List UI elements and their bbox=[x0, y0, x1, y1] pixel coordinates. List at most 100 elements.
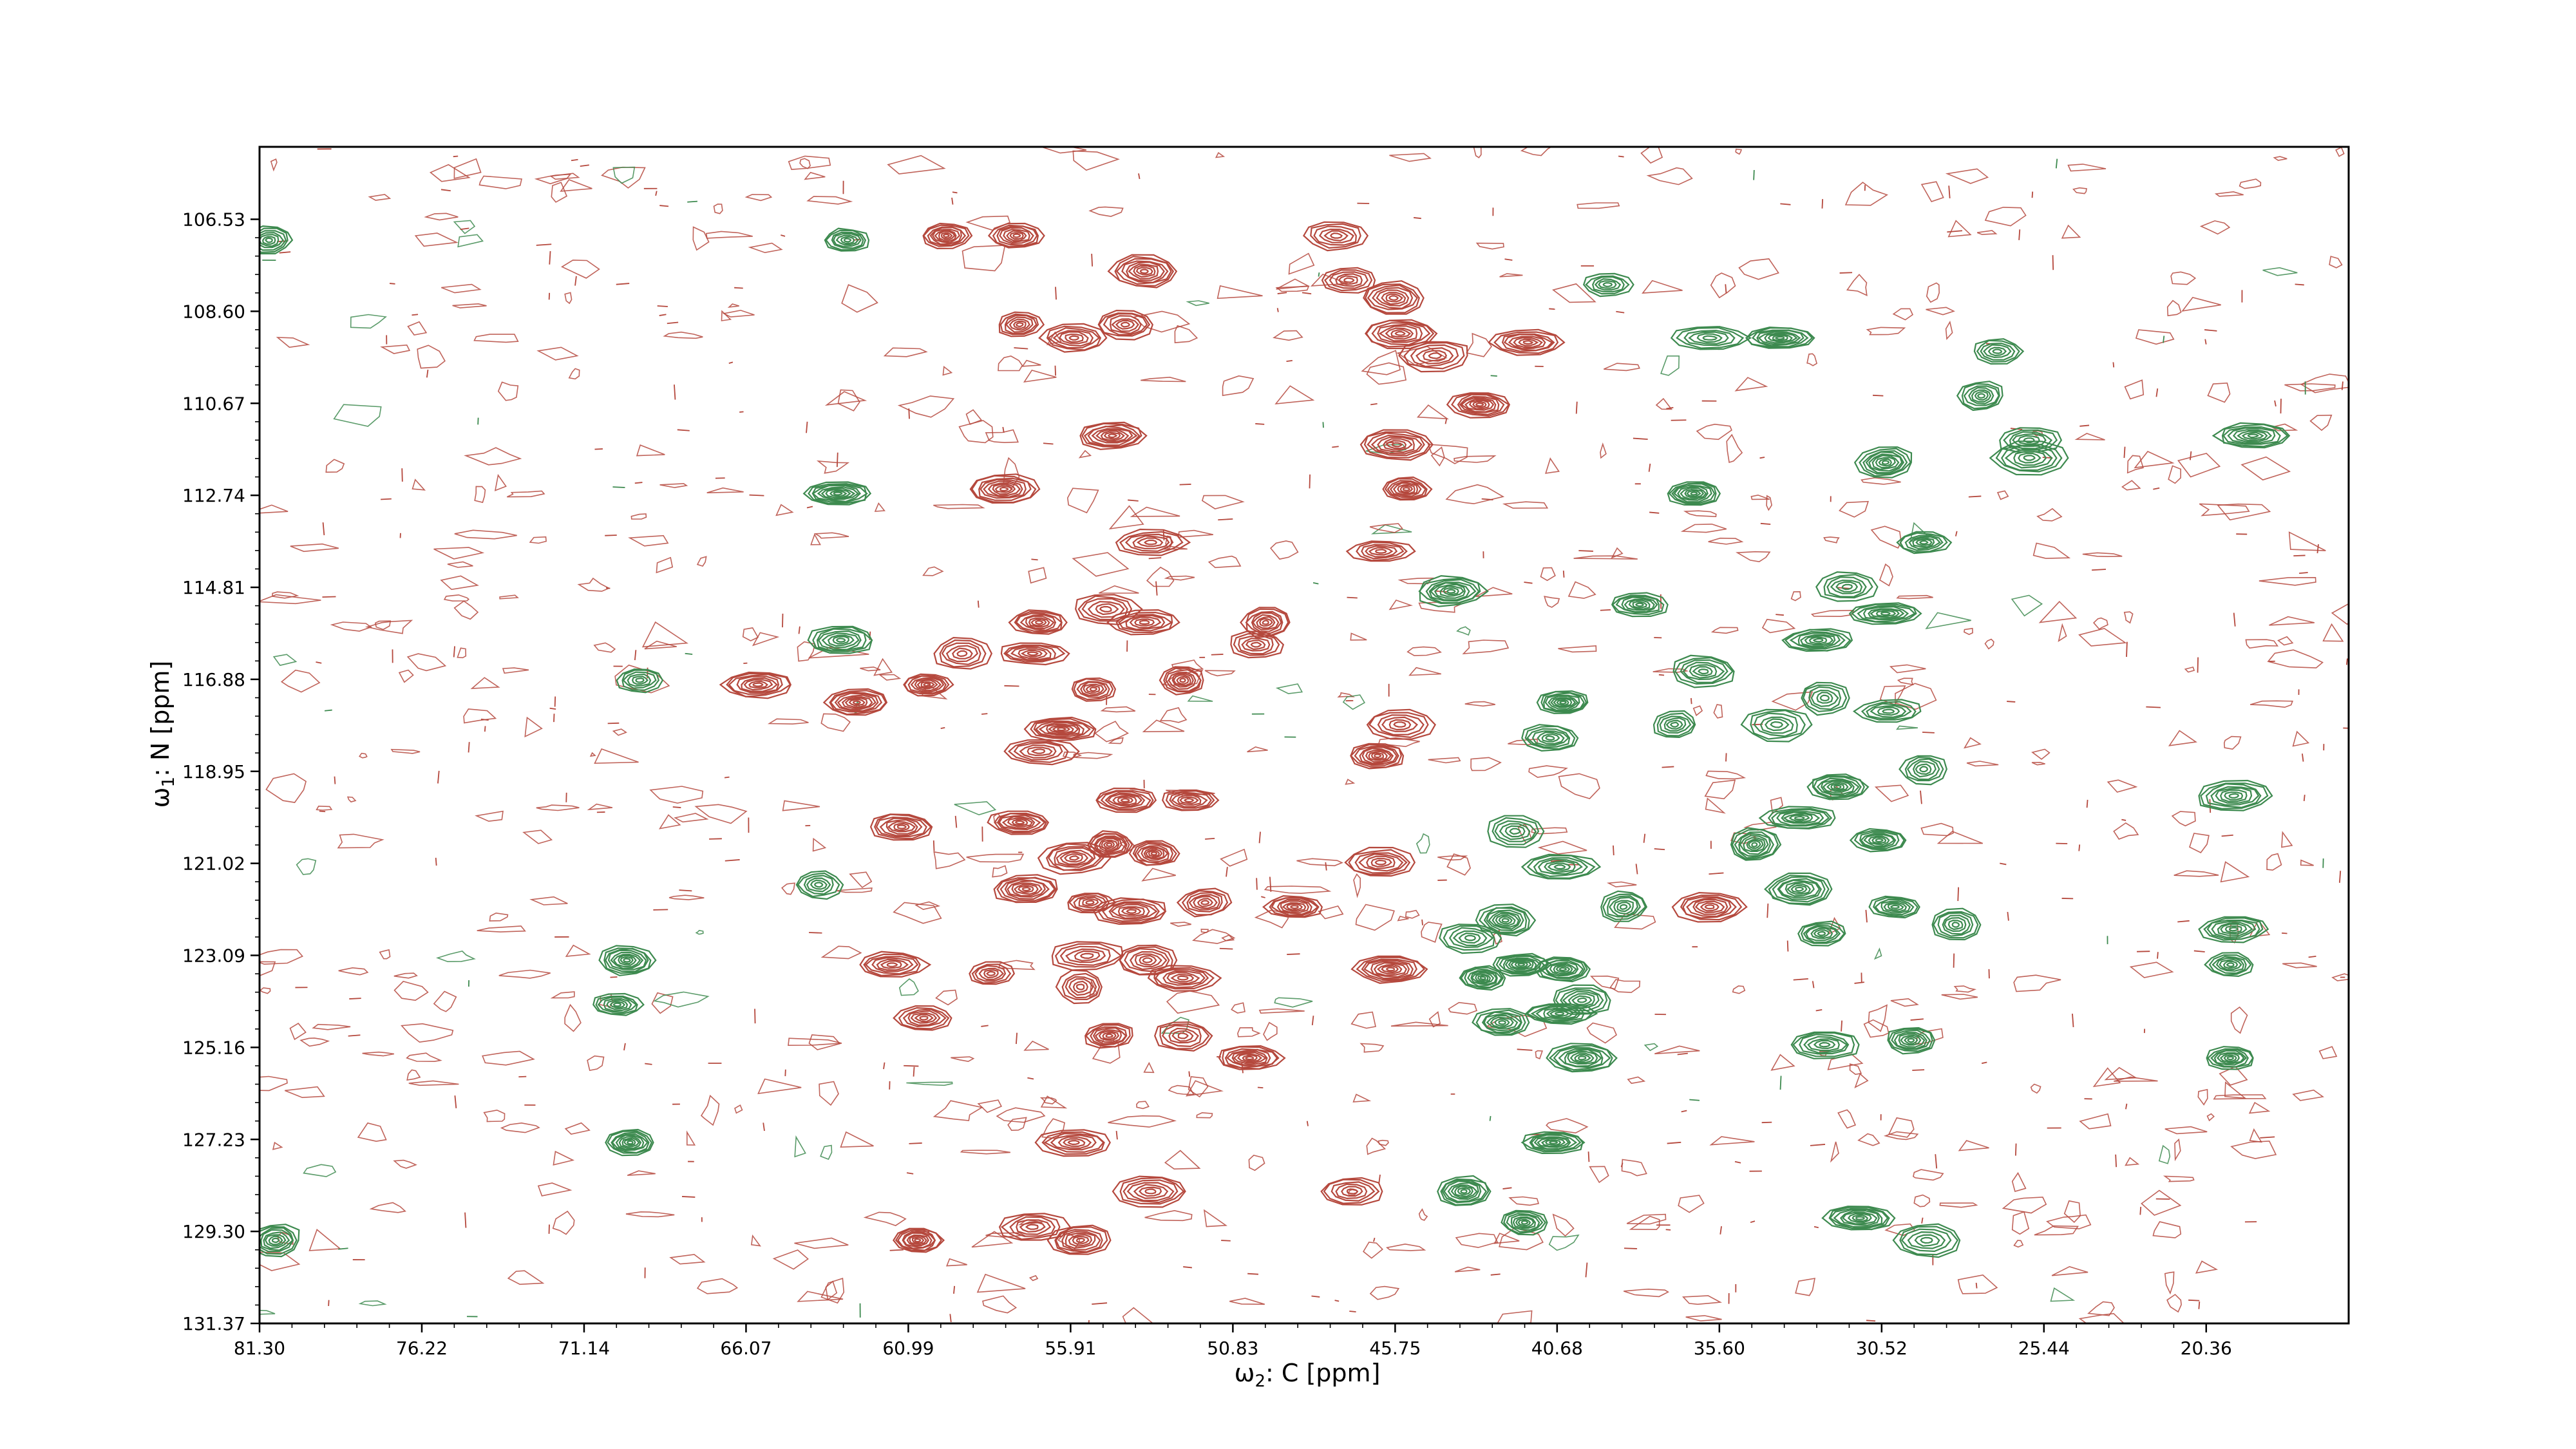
positive-noise-contour bbox=[330, 621, 372, 632]
positive-peak bbox=[1366, 708, 1436, 740]
noise-contour-dash bbox=[2204, 339, 2207, 345]
contour-ring bbox=[1101, 901, 1160, 922]
positive-noise-contour bbox=[1823, 536, 1840, 544]
positive-noise-contour bbox=[537, 1182, 573, 1197]
positive-noise-contour bbox=[1614, 913, 1656, 930]
noise-contour-dash bbox=[2233, 612, 2236, 627]
contour-ring bbox=[1028, 617, 1050, 628]
negative-noise-contour bbox=[303, 1164, 337, 1177]
contour-ring bbox=[2219, 958, 2242, 971]
positive-noise-contour bbox=[1352, 1094, 1372, 1103]
positive-noise-contour bbox=[1738, 258, 1779, 280]
positive-noise-contour bbox=[457, 647, 467, 659]
noise-contour-dash bbox=[1725, 753, 1727, 762]
contour-ring bbox=[1974, 391, 1989, 401]
contour-ring bbox=[1181, 890, 1229, 916]
positive-noise-contour bbox=[2166, 299, 2182, 317]
positive-noise-contour bbox=[841, 284, 878, 313]
positive-noise-contour bbox=[1709, 1136, 1755, 1146]
contour-ring bbox=[1238, 634, 1274, 655]
contour-ring bbox=[1323, 230, 1349, 242]
positive-noise-contour bbox=[1263, 1021, 1278, 1041]
positive-peak bbox=[859, 951, 932, 978]
noise-contour-dash bbox=[437, 770, 440, 784]
positive-noise-contour bbox=[2329, 256, 2343, 269]
contour-ring bbox=[1520, 1132, 1586, 1153]
noise-contour-dash bbox=[338, 1247, 348, 1250]
positive-noise-contour bbox=[477, 925, 526, 933]
positive-noise-contour bbox=[1849, 1063, 1862, 1075]
positive-noise-contour bbox=[1708, 537, 1744, 545]
contour-ring bbox=[1013, 742, 1063, 761]
contour-ring bbox=[844, 697, 868, 708]
contour-ring bbox=[1350, 955, 1428, 984]
noise-contour-dash bbox=[1226, 867, 1228, 877]
positive-peak bbox=[903, 673, 954, 697]
contour-ring bbox=[1078, 896, 1104, 909]
noise-contour-dash bbox=[2316, 544, 2319, 554]
positive-noise-contour bbox=[260, 1075, 288, 1092]
contour-ring bbox=[1080, 681, 1108, 697]
contour-ring bbox=[1003, 644, 1066, 663]
contour-ring bbox=[904, 675, 950, 695]
noise-contour-dash bbox=[762, 1122, 765, 1132]
positive-noise-contour bbox=[587, 1055, 605, 1072]
positive-peak bbox=[1079, 421, 1148, 450]
contour-ring bbox=[1047, 327, 1101, 349]
positive-noise-contour bbox=[2177, 453, 2221, 478]
positive-noise-contour bbox=[644, 640, 677, 650]
positive-noise-contour bbox=[2129, 961, 2174, 978]
contour-ring bbox=[1670, 326, 1752, 350]
noise-contour-dash bbox=[549, 251, 551, 265]
contour-ring bbox=[1553, 984, 1611, 1016]
contour-ring bbox=[1425, 578, 1480, 604]
contour-ring bbox=[2222, 960, 2239, 969]
noise-contour-dash bbox=[2341, 381, 2344, 390]
contour-ring bbox=[914, 1014, 934, 1023]
x-tick-label: 20.36 bbox=[2181, 1338, 2232, 1359]
negative-peak bbox=[1852, 699, 1922, 723]
contour-ring bbox=[2003, 429, 2058, 451]
positive-noise-contour bbox=[1705, 770, 1747, 780]
contour-ring bbox=[1358, 853, 1404, 872]
contour-ring bbox=[1830, 783, 1845, 791]
positive-noise-contour bbox=[1385, 1243, 1426, 1251]
positive-noise-contour bbox=[1837, 1109, 1857, 1129]
contour-ring bbox=[1553, 864, 1566, 870]
positive-noise-contour bbox=[1039, 1097, 1057, 1104]
positive-noise-contour bbox=[285, 1086, 325, 1099]
contour-ring bbox=[1134, 953, 1162, 968]
negative-peak bbox=[1653, 710, 1696, 739]
contour-ring bbox=[999, 876, 1056, 902]
noise-contour-dash bbox=[328, 1300, 330, 1307]
contour-ring bbox=[1065, 976, 1097, 999]
contour-ring bbox=[1054, 943, 1122, 968]
positive-noise-contour bbox=[794, 1237, 849, 1249]
negative-peak bbox=[1472, 1008, 1530, 1036]
positive-noise-contour bbox=[1646, 167, 1693, 185]
positive-noise-contour bbox=[804, 171, 826, 180]
contour-ring bbox=[1546, 1009, 1574, 1019]
positive-noise-contour bbox=[359, 752, 368, 759]
positive-noise-contour bbox=[1204, 670, 1236, 677]
noise-contour-dash bbox=[1421, 919, 1423, 925]
contour-ring bbox=[1014, 611, 1063, 634]
contour-ring bbox=[1758, 806, 1836, 829]
x-tick-label: 60.99 bbox=[882, 1338, 934, 1359]
negative-peak bbox=[1492, 952, 1553, 977]
contour-ring bbox=[1878, 458, 1893, 467]
contour-ring bbox=[1907, 1231, 1946, 1249]
contour-ring bbox=[1387, 480, 1426, 498]
contour-ring bbox=[1081, 598, 1128, 621]
positive-noise-contour bbox=[2195, 1260, 2219, 1274]
noise-contour-dash bbox=[580, 164, 589, 167]
negative-noise-contour bbox=[1548, 1234, 1580, 1251]
contour-ring bbox=[1381, 716, 1419, 732]
positive-noise-contour bbox=[1475, 587, 1513, 598]
noise-contour-dash bbox=[1734, 1160, 1741, 1164]
positive-noise-contour bbox=[1023, 369, 1057, 383]
contour-ring bbox=[1014, 820, 1025, 825]
noise-contour-dash bbox=[319, 810, 326, 813]
noise-contour-dash bbox=[2007, 911, 2009, 921]
contour-ring bbox=[1443, 1180, 1482, 1202]
